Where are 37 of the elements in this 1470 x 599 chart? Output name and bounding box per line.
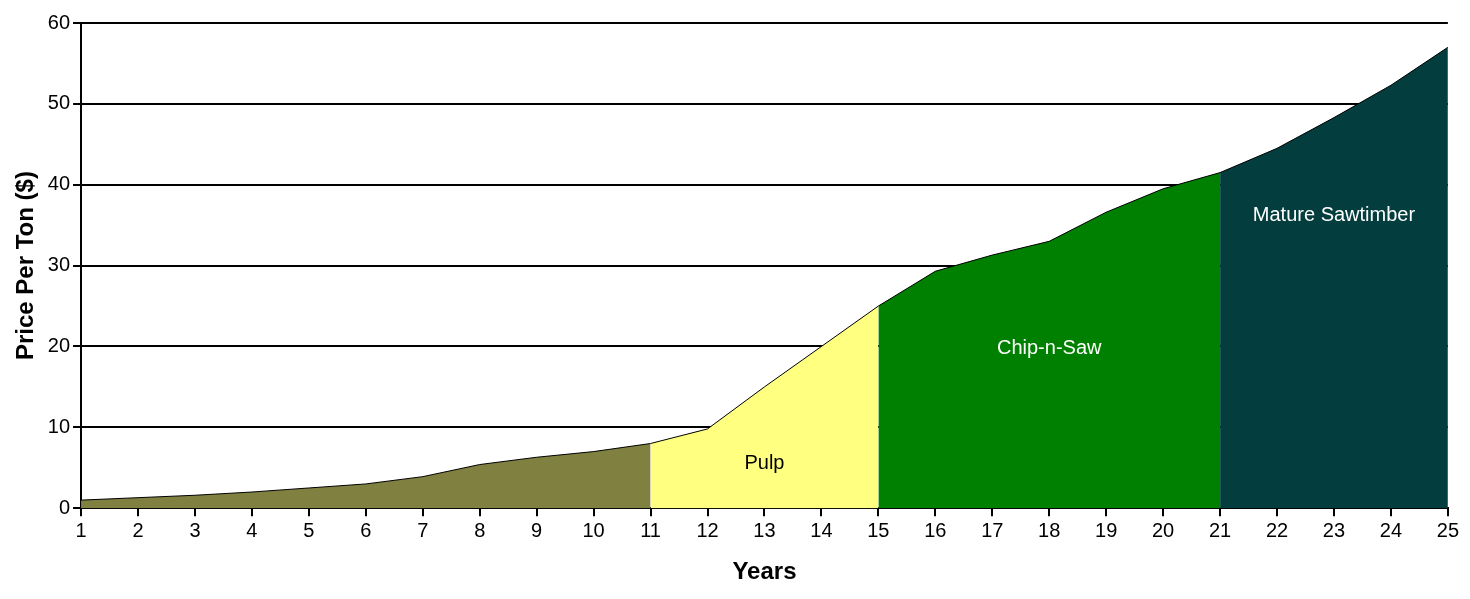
x-tick-label: 9: [531, 518, 543, 541]
x-tick-label: 24: [1379, 518, 1403, 541]
y-tick-label: 60: [47, 10, 71, 33]
y-tick-label: 20: [47, 333, 71, 356]
x-tick-label: 10: [582, 518, 605, 541]
x-tick-label: 16: [924, 518, 947, 541]
x-tick-label: 23: [1322, 518, 1346, 541]
x-tick-label: 15: [867, 518, 890, 541]
x-axis-title: Years: [732, 557, 797, 585]
x-tick-label: 6: [360, 518, 372, 541]
x-tick-label: 2: [132, 518, 144, 541]
y-tick-label: 10: [47, 414, 71, 437]
x-tick-label: 5: [303, 518, 315, 541]
x-tick-label: 8: [474, 518, 486, 541]
x-tick-label: 21: [1208, 518, 1232, 541]
series-label: Mature Sawtimber: [1252, 202, 1416, 225]
x-tick-label: 7: [417, 518, 429, 541]
y-tick-label: 30: [47, 253, 71, 276]
x-tick-label: 11: [640, 518, 661, 541]
x-tick-label: 22: [1265, 518, 1289, 541]
x-tick-label: 3: [189, 518, 201, 541]
x-tick-label: 17: [981, 518, 1004, 541]
x-tick-label: 4: [246, 518, 258, 541]
x-tick-label: 18: [1038, 518, 1061, 541]
x-tick-label: 1: [75, 518, 87, 541]
y-tick-label: 50: [47, 91, 71, 114]
x-tick-label: 13: [753, 518, 776, 541]
y-tick-label: 0: [58, 495, 71, 518]
y-tick-label: 40: [47, 172, 71, 195]
x-tick-label: 19: [1095, 518, 1118, 541]
series-label: Chip-n-Saw: [996, 335, 1103, 358]
x-tick-label: 14: [810, 518, 833, 541]
x-tick-label: 12: [696, 518, 719, 541]
x-tick-label: 20: [1152, 518, 1175, 541]
y-axis-title: Price Per Ton ($): [11, 171, 39, 361]
x-tick-label: 25: [1436, 518, 1459, 541]
series-label: Pulp: [744, 450, 785, 473]
